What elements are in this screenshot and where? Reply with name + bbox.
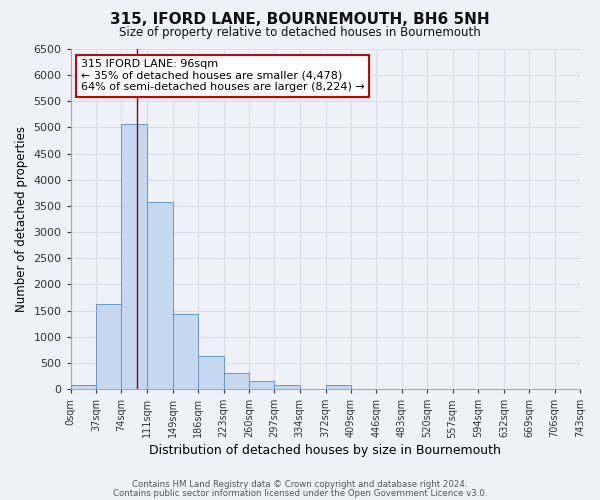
Bar [224, 374, 249, 389]
Text: 315 IFORD LANE: 96sqm
← 35% of detached houses are smaller (4,478)
64% of semi-d: 315 IFORD LANE: 96sqm ← 35% of detached … [81, 59, 365, 92]
Bar [121, 124, 147, 389]
Y-axis label: Number of detached properties: Number of detached properties [15, 126, 28, 312]
Bar [326, 385, 351, 389]
Bar [71, 385, 96, 389]
X-axis label: Distribution of detached houses by size in Bournemouth: Distribution of detached houses by size … [149, 444, 501, 458]
Bar [147, 202, 173, 389]
Text: Contains HM Land Registry data © Crown copyright and database right 2024.: Contains HM Land Registry data © Crown c… [132, 480, 468, 489]
Bar [198, 356, 224, 389]
Bar [274, 385, 299, 389]
Text: Size of property relative to detached houses in Bournemouth: Size of property relative to detached ho… [119, 26, 481, 39]
Text: Contains public sector information licensed under the Open Government Licence v3: Contains public sector information licen… [113, 488, 487, 498]
Bar [249, 381, 274, 389]
Bar [96, 304, 121, 389]
Bar [173, 314, 198, 389]
Text: 315, IFORD LANE, BOURNEMOUTH, BH6 5NH: 315, IFORD LANE, BOURNEMOUTH, BH6 5NH [110, 12, 490, 28]
